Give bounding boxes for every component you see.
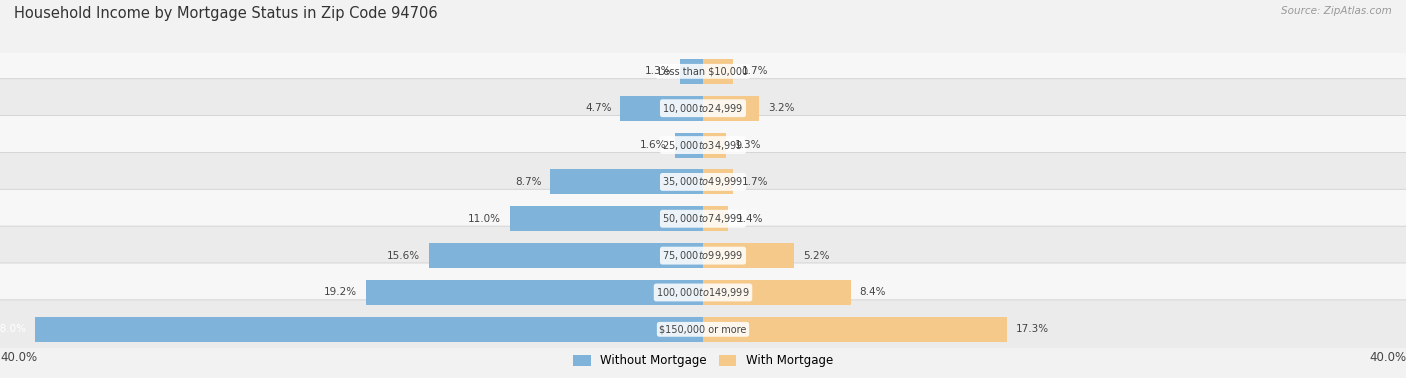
Text: 1.3%: 1.3% xyxy=(645,67,672,76)
Text: 8.4%: 8.4% xyxy=(859,288,886,297)
Text: 17.3%: 17.3% xyxy=(1015,324,1049,334)
FancyBboxPatch shape xyxy=(0,226,1406,285)
FancyBboxPatch shape xyxy=(0,79,1406,138)
Bar xyxy=(510,206,703,231)
Text: 15.6%: 15.6% xyxy=(387,251,420,260)
Text: Source: ZipAtlas.com: Source: ZipAtlas.com xyxy=(1281,6,1392,15)
Text: $100,000 to $149,999: $100,000 to $149,999 xyxy=(657,286,749,299)
Text: $35,000 to $49,999: $35,000 to $49,999 xyxy=(662,175,744,188)
Text: 1.6%: 1.6% xyxy=(640,140,666,150)
Text: 1.7%: 1.7% xyxy=(742,67,768,76)
FancyBboxPatch shape xyxy=(0,189,1406,248)
Text: $50,000 to $74,999: $50,000 to $74,999 xyxy=(662,212,744,225)
Text: 11.0%: 11.0% xyxy=(468,214,501,224)
FancyBboxPatch shape xyxy=(0,263,1406,322)
Text: 1.3%: 1.3% xyxy=(734,140,761,150)
Bar xyxy=(35,317,703,342)
Text: 5.2%: 5.2% xyxy=(803,251,830,260)
Text: 1.4%: 1.4% xyxy=(737,214,763,224)
Legend: Without Mortgage, With Mortgage: Without Mortgage, With Mortgage xyxy=(568,350,838,372)
Bar xyxy=(703,206,728,231)
Bar xyxy=(703,280,851,305)
FancyBboxPatch shape xyxy=(0,42,1406,101)
Bar xyxy=(703,169,733,194)
Bar xyxy=(429,243,703,268)
Text: 8.7%: 8.7% xyxy=(515,177,541,187)
Bar xyxy=(620,96,703,121)
Bar xyxy=(703,96,759,121)
Text: 3.2%: 3.2% xyxy=(768,103,794,113)
Bar xyxy=(550,169,703,194)
Text: $150,000 or more: $150,000 or more xyxy=(659,324,747,334)
Bar xyxy=(703,133,725,158)
Text: 38.0%: 38.0% xyxy=(0,324,27,334)
Text: 40.0%: 40.0% xyxy=(0,351,37,364)
Text: 19.2%: 19.2% xyxy=(323,288,357,297)
Bar xyxy=(681,59,703,84)
Text: Household Income by Mortgage Status in Zip Code 94706: Household Income by Mortgage Status in Z… xyxy=(14,6,437,21)
Text: 1.7%: 1.7% xyxy=(742,177,768,187)
FancyBboxPatch shape xyxy=(0,300,1406,359)
Bar xyxy=(703,243,794,268)
FancyBboxPatch shape xyxy=(0,152,1406,211)
Text: $25,000 to $34,999: $25,000 to $34,999 xyxy=(662,139,744,152)
Text: $75,000 to $99,999: $75,000 to $99,999 xyxy=(662,249,744,262)
Text: 40.0%: 40.0% xyxy=(1369,351,1406,364)
Bar xyxy=(366,280,703,305)
Text: $10,000 to $24,999: $10,000 to $24,999 xyxy=(662,102,744,115)
Bar xyxy=(703,59,733,84)
Text: 4.7%: 4.7% xyxy=(585,103,612,113)
FancyBboxPatch shape xyxy=(0,116,1406,175)
Text: Less than $10,000: Less than $10,000 xyxy=(658,67,748,76)
Bar xyxy=(703,317,1007,342)
Bar xyxy=(675,133,703,158)
